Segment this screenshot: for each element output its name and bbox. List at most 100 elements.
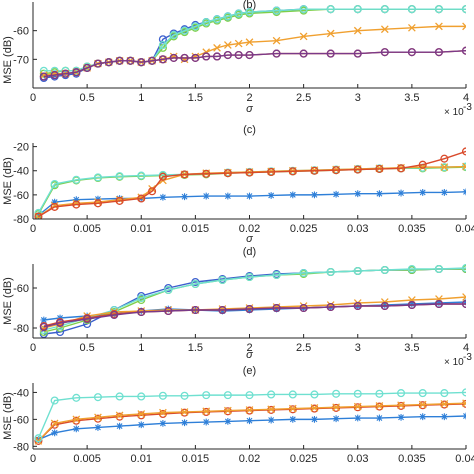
data-point bbox=[159, 193, 167, 201]
x-tick-label: 0.015 bbox=[182, 453, 210, 465]
data-point bbox=[462, 412, 466, 420]
data-point bbox=[212, 15, 222, 24]
data-point bbox=[181, 193, 188, 201]
data-point bbox=[380, 48, 389, 57]
panel-1: (b) 0 0.5 1 1.5 2 2.5 3 3.5 4 -70 -60 σ MSE (dB) × 10-… bbox=[2, 0, 472, 118]
y-tick-label: -60 bbox=[13, 26, 29, 38]
data-point bbox=[72, 175, 81, 184]
data-point bbox=[440, 154, 449, 163]
data-point bbox=[407, 48, 416, 57]
data-point bbox=[191, 52, 200, 61]
data-point bbox=[354, 414, 362, 422]
data-point bbox=[353, 5, 362, 14]
data-point bbox=[137, 392, 146, 401]
series-group bbox=[34, 388, 466, 445]
data-point bbox=[462, 399, 466, 408]
data-point bbox=[419, 189, 427, 196]
panel-title: (e) bbox=[243, 365, 256, 377]
panel-3: (d) 0 0.5 1 1.5 2 2.5 3 3.5 4 -80 -60 σ MSE (dB) × 10-… bbox=[2, 246, 472, 368]
series-line bbox=[38, 150, 466, 218]
series-line bbox=[43, 267, 466, 331]
data-point bbox=[407, 300, 416, 310]
x-tick-label: 0 bbox=[30, 453, 36, 465]
x-axis-title: σ bbox=[246, 103, 253, 115]
data-point bbox=[158, 409, 167, 419]
data-point bbox=[202, 169, 211, 178]
x-tick-label: 4 bbox=[463, 92, 469, 104]
panel-title: (d) bbox=[243, 246, 256, 258]
data-point bbox=[407, 264, 416, 274]
data-point bbox=[245, 168, 254, 177]
data-point bbox=[110, 310, 119, 320]
data-point bbox=[72, 415, 81, 424]
data-point bbox=[39, 322, 48, 332]
data-point bbox=[234, 39, 243, 48]
data-point bbox=[115, 392, 124, 401]
x-tick-label: 4 bbox=[463, 342, 469, 354]
data-point bbox=[34, 437, 43, 445]
data-point bbox=[164, 306, 173, 316]
x-multiplier-exponent: -3 bbox=[463, 352, 472, 363]
data-point bbox=[224, 417, 232, 425]
data-point bbox=[223, 41, 232, 49]
data-point bbox=[461, 264, 466, 273]
data-point bbox=[72, 199, 81, 208]
data-point bbox=[72, 425, 80, 433]
x-tick-label: 0 bbox=[30, 342, 36, 354]
data-point bbox=[234, 50, 243, 60]
data-point bbox=[93, 59, 102, 68]
data-point bbox=[299, 268, 308, 278]
data-point bbox=[461, 388, 466, 397]
data-point bbox=[56, 318, 65, 328]
data-point bbox=[299, 303, 308, 313]
data-point bbox=[332, 403, 340, 412]
data-point bbox=[435, 22, 443, 31]
data-point bbox=[51, 429, 59, 437]
data-point bbox=[462, 293, 466, 301]
data-point bbox=[35, 436, 42, 443]
data-point bbox=[272, 49, 281, 58]
data-point bbox=[332, 389, 341, 398]
x-tick-label: 3 bbox=[355, 342, 361, 354]
y-tick-label: -40 bbox=[13, 387, 29, 399]
data-point bbox=[326, 267, 335, 277]
data-point bbox=[461, 46, 466, 55]
data-point bbox=[223, 169, 232, 178]
y-tick-label: -70 bbox=[13, 54, 29, 66]
data-point bbox=[219, 307, 226, 315]
data-point bbox=[93, 414, 102, 423]
x-axis-title: σ bbox=[246, 233, 253, 245]
data-point bbox=[115, 195, 124, 204]
data-point bbox=[104, 58, 113, 67]
data-point bbox=[72, 200, 81, 209]
data-point bbox=[202, 418, 210, 426]
data-point bbox=[202, 192, 210, 200]
data-point bbox=[158, 391, 167, 400]
data-point bbox=[408, 300, 416, 308]
data-point bbox=[397, 401, 405, 410]
data-point bbox=[245, 406, 254, 414]
data-point bbox=[34, 434, 43, 443]
data-point bbox=[462, 162, 466, 171]
data-point bbox=[191, 305, 200, 315]
data-point bbox=[116, 195, 123, 202]
data-point bbox=[94, 424, 102, 431]
data-point bbox=[435, 299, 443, 307]
data-point bbox=[137, 307, 146, 317]
data-point bbox=[137, 411, 146, 420]
data-point bbox=[39, 71, 48, 79]
x-tick-label: 1 bbox=[138, 92, 144, 104]
data-point bbox=[202, 18, 211, 27]
data-point bbox=[181, 419, 188, 427]
data-point bbox=[116, 422, 123, 430]
data-point bbox=[93, 199, 102, 208]
data-point bbox=[267, 405, 276, 414]
panel-title: (c) bbox=[243, 124, 256, 136]
data-point bbox=[245, 272, 254, 282]
data-point bbox=[158, 40, 167, 50]
data-point bbox=[375, 164, 384, 173]
data-point bbox=[289, 191, 297, 199]
y-axis-title: MSE (dB) bbox=[2, 36, 14, 84]
x-tick-label: 0.015 bbox=[182, 223, 210, 235]
x-tick-label: 0.01 bbox=[131, 223, 152, 235]
